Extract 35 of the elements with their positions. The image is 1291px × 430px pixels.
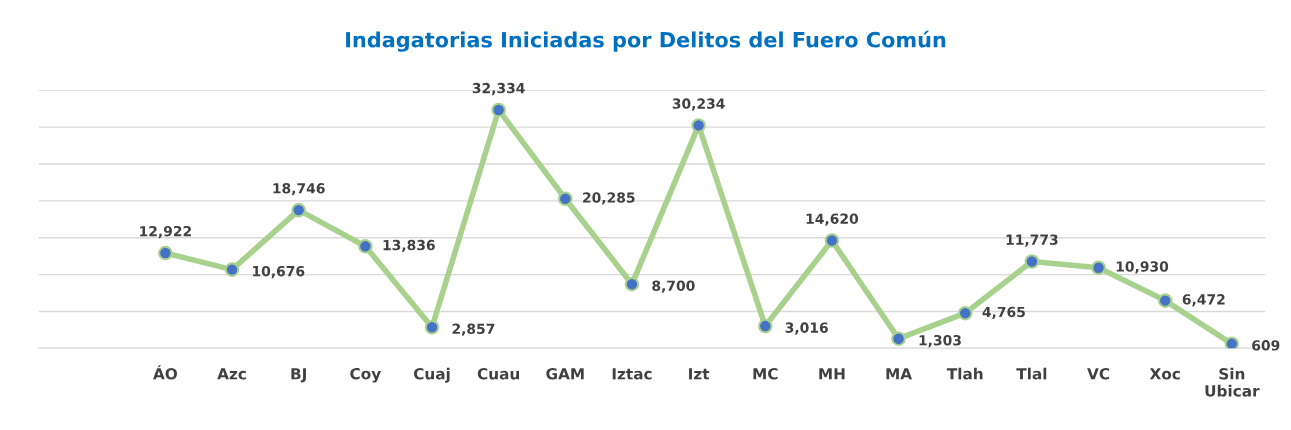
data-label: 6,472 [1182, 294, 1225, 307]
x-tick-label: Coy [350, 367, 381, 383]
data-label: 3,016 [785, 322, 828, 335]
data-label: 32,334 [472, 82, 525, 96]
data-label: 11,773 [1006, 234, 1058, 247]
data-label: 13,836 [383, 239, 435, 253]
data-label: 18,746 [273, 183, 325, 196]
data-label: 10,676 [253, 265, 305, 279]
x-tick-label: MH [819, 368, 845, 380]
data-label: 12,922 [140, 225, 191, 239]
x-tick-label: Xoc [1149, 368, 1180, 380]
x-tick-label: MC [753, 368, 778, 380]
x-tick-label: Azc [217, 368, 246, 380]
data-label: 2,857 [452, 323, 495, 336]
chart-title: Indagatorias Iniciadas por Delitos del Fuero Común [346, 30, 946, 52]
x-tick-label: Tlal [1016, 367, 1047, 380]
x-tick-label: Sin Ubicar [1205, 367, 1260, 397]
x-tick-label: Cuau [477, 368, 519, 380]
x-tick-label: MA [886, 368, 913, 380]
x-tick-label: GAM [546, 368, 584, 380]
x-tick-label: Izt [689, 368, 710, 380]
x-tick-label: Iztac [612, 368, 652, 380]
x-tick-label: BJ [291, 368, 306, 383]
x-tick-label: Cuaj [413, 367, 450, 383]
x-tick-label: Tlah [946, 367, 983, 380]
data-label: 609 [1252, 340, 1280, 351]
data-label: 20,285 [583, 192, 635, 205]
data-label: 10,930 [1116, 261, 1169, 274]
x-tick-label: ÁO [153, 365, 178, 380]
data-label: 8,700 [652, 280, 695, 293]
data-label: 1,303 [919, 335, 961, 348]
data-label: 14,620 [806, 213, 859, 226]
data-label: 4,765 [982, 306, 1025, 319]
data-label: 30,234 [672, 98, 725, 111]
x-tick-label: VC [1087, 368, 1110, 380]
